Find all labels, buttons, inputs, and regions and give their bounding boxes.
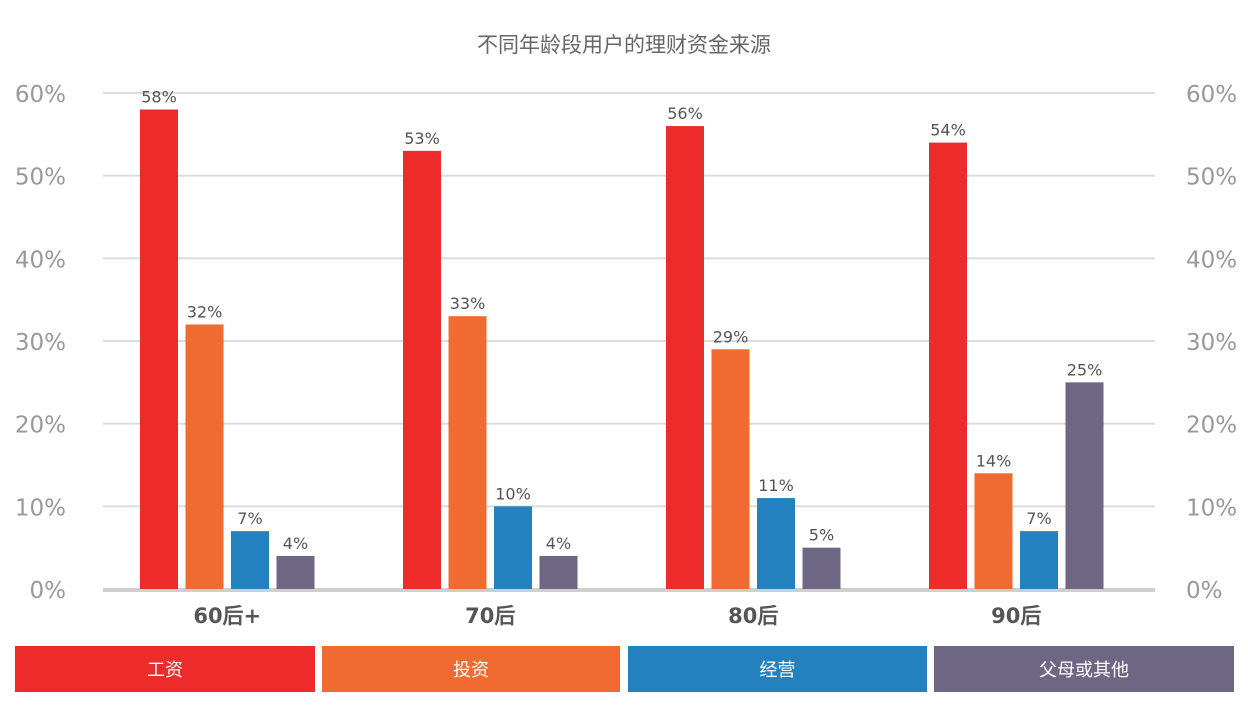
legend-item-parents-other: 父母或其他 <box>934 646 1234 692</box>
gridline <box>103 92 1155 94</box>
gridline <box>103 422 1155 425</box>
y-tick-label: 30% <box>15 330 66 356</box>
data-label: 58% <box>141 88 177 107</box>
x-tick-label: 90后 <box>991 604 1041 628</box>
y-tick-label: 10% <box>1186 495 1237 521</box>
y-tick-label: 40% <box>15 247 66 273</box>
y-tick-label: 10% <box>15 495 66 521</box>
x-tick-label: 70后 <box>465 604 515 628</box>
y-tick-label: 20% <box>15 413 66 439</box>
y-tick-label: 20% <box>1186 413 1237 439</box>
data-label: 7% <box>237 509 262 528</box>
bar <box>929 142 967 589</box>
y-tick-label: 0% <box>30 578 67 604</box>
bar <box>1065 382 1104 589</box>
gridline <box>103 174 1155 177</box>
legend: 工资 投资 经营 父母或其他 <box>0 646 1248 694</box>
y-tick-label: 0% <box>1186 578 1223 604</box>
bar <box>231 531 269 589</box>
bar-series: 58% 32% 7% 4% 53% 33% 10% 4% 56% 29% 11% 5% 54% 14% 7%… <box>140 88 1104 590</box>
bar <box>185 324 224 589</box>
chart-title: 不同年龄段用户的理财资金来源 <box>477 33 771 57</box>
y-tick-label: 40% <box>1186 247 1237 273</box>
gridline <box>103 340 1155 342</box>
legend-label: 投资 <box>453 660 489 681</box>
legend-item-salary: 工资 <box>15 646 315 692</box>
bar <box>448 316 487 589</box>
legend-label: 工资 <box>147 660 183 681</box>
bar <box>276 555 315 589</box>
x-tick-label: 60后+ <box>193 604 261 628</box>
data-label: 53% <box>404 129 440 148</box>
bar <box>802 547 841 589</box>
legend-item-business: 经营 <box>628 646 927 692</box>
legend-item-investment: 投资 <box>322 646 620 692</box>
y-tick-label: 60% <box>15 82 66 108</box>
gridlines <box>103 92 1155 592</box>
y-axis-right: 0% 10% 20% 30% 40% 50% 60% <box>1186 82 1237 604</box>
bar <box>494 506 532 589</box>
data-label: 4% <box>283 534 308 553</box>
bar <box>403 150 441 589</box>
data-label: 29% <box>713 327 749 346</box>
legend-label: 经营 <box>759 660 796 681</box>
legend-label: 父母或其他 <box>1039 660 1129 681</box>
bar <box>974 473 1013 589</box>
data-label: 11% <box>758 476 794 495</box>
data-label: 56% <box>667 104 703 123</box>
data-label: 14% <box>976 451 1012 470</box>
data-label: 7% <box>1026 509 1051 528</box>
data-label: 32% <box>187 302 223 321</box>
baseline <box>103 588 1155 592</box>
data-label: 10% <box>495 484 531 503</box>
y-tick-label: 50% <box>15 165 66 191</box>
y-tick-label: 30% <box>1186 330 1237 356</box>
data-label: 33% <box>450 294 486 313</box>
gridline <box>103 257 1155 260</box>
y-axis-left: 0% 10% 20% 30% 40% 50% 60% <box>15 82 66 604</box>
bar <box>1020 531 1058 589</box>
y-tick-label: 50% <box>1186 165 1237 191</box>
data-label: 54% <box>930 121 966 140</box>
x-tick-label: 80后 <box>728 604 778 628</box>
data-label: 5% <box>809 526 834 545</box>
y-tick-label: 60% <box>1186 82 1237 108</box>
x-axis-labels: 60后+ 70后 80后 90后 <box>193 604 1041 628</box>
bar <box>757 498 795 589</box>
bar <box>140 109 178 590</box>
bar <box>666 126 704 590</box>
gridline <box>103 505 1155 508</box>
data-label: 25% <box>1067 360 1103 379</box>
bar <box>711 349 750 589</box>
data-label: 4% <box>546 534 571 553</box>
bar <box>539 555 578 589</box>
